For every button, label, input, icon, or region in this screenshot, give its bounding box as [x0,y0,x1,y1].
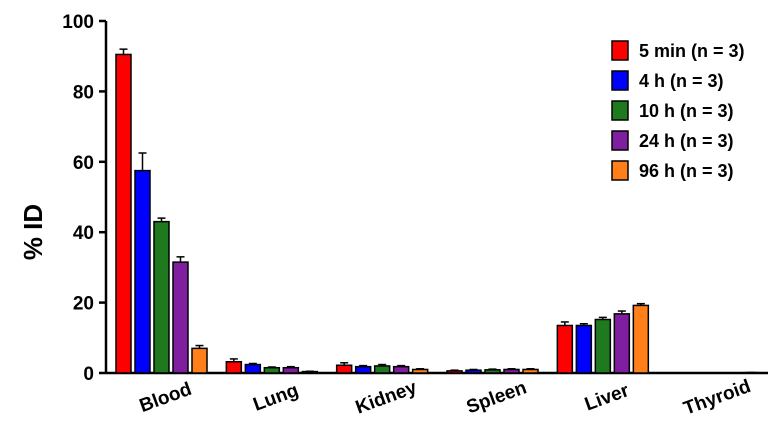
bar [465,369,482,374]
bar [522,368,539,374]
bar [172,261,189,374]
category-label: Spleen [464,377,530,418]
bars [115,48,760,374]
axes [104,21,768,375]
category-label: Liver [582,380,632,415]
bar [484,369,501,374]
legend-label: 24 h (n = 3) [639,131,734,151]
bar [225,360,243,374]
bar [632,304,650,374]
category-labels: Blood Lung Kidney Spleen Liver Thyroid [137,376,754,420]
legend-label: 96 h (n = 3) [639,161,734,181]
y-axis-label: % ID [18,204,48,260]
bar [354,365,372,374]
y-tick-label: 0 [83,364,94,385]
bar [594,318,612,374]
bar [613,313,631,374]
bar [115,53,132,374]
bar [411,368,429,374]
bar [282,366,300,374]
bar [503,368,520,374]
legend-swatch [611,70,629,91]
bar [134,169,151,374]
bar [446,370,463,374]
bar [335,364,353,374]
bar [373,365,391,374]
bar [556,324,574,374]
category-label: Kidney [353,377,420,419]
legend-label: 5 min (n = 3) [639,41,745,61]
y-tick-label: 60 [73,153,94,174]
legend-label: 10 h (n = 3) [639,101,734,121]
y-tick-label: 40 [73,223,94,244]
legend-swatch [611,160,629,181]
bar [153,220,170,374]
y-tick-label: 100 [62,12,94,33]
category-label: Thyroid [681,376,754,420]
y-tick-label: 20 [73,294,94,315]
legend-swatch [611,40,629,61]
legend-label: 4 h (n = 3) [639,71,724,91]
bar [191,347,208,374]
legend: 5 min (n = 3) 4 h (n = 3) 10 h (n = 3) 24 h… [611,40,745,181]
category-label: Lung [251,380,302,416]
y-ticks: 0 20 40 60 80 100 [62,12,106,385]
legend-swatch [611,130,629,151]
category-label: Blood [137,379,195,417]
y-tick-label: 80 [73,82,94,103]
bar [392,365,410,374]
bar [263,366,281,374]
legend-swatch [611,100,629,121]
bar [575,324,593,374]
bar [244,363,262,374]
